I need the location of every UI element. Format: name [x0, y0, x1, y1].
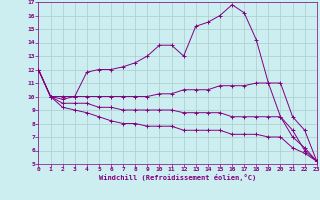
- X-axis label: Windchill (Refroidissement éolien,°C): Windchill (Refroidissement éolien,°C): [99, 174, 256, 181]
